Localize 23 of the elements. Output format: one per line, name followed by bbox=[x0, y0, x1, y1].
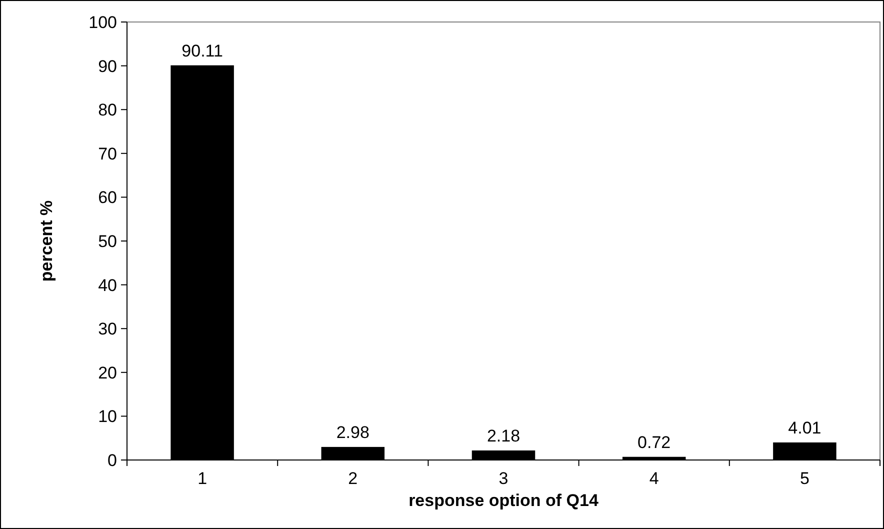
y-tick-label: 10 bbox=[98, 407, 117, 426]
x-tick-label: 1 bbox=[198, 469, 208, 488]
data-label: 4.01 bbox=[788, 418, 822, 438]
y-tick-label: 40 bbox=[98, 276, 117, 295]
y-tick-label: 90 bbox=[98, 56, 117, 76]
x-tick-label: 2 bbox=[348, 469, 358, 488]
y-axis-title: percent % bbox=[37, 200, 56, 282]
data-label: 2.98 bbox=[336, 422, 370, 442]
x-tick-label: 5 bbox=[800, 469, 810, 488]
y-tick-label: 30 bbox=[98, 320, 117, 339]
data-label: 90.11 bbox=[182, 41, 223, 60]
x-axis-title: response option of Q14 bbox=[408, 491, 599, 510]
x-tick-label: 4 bbox=[649, 469, 659, 488]
y-tick-label: 50 bbox=[98, 232, 117, 251]
y-tick-label: 0 bbox=[108, 450, 117, 470]
data-label: 2.18 bbox=[486, 426, 520, 446]
data-label: 0.72 bbox=[638, 432, 671, 452]
x-tick-label: 3 bbox=[498, 469, 508, 488]
y-tick-label: 100 bbox=[88, 12, 117, 32]
y-tick-label: 80 bbox=[98, 100, 117, 120]
y-tick-label: 70 bbox=[98, 144, 117, 164]
y-tick-label: 60 bbox=[98, 188, 117, 208]
y-tick-label: 20 bbox=[98, 363, 117, 382]
